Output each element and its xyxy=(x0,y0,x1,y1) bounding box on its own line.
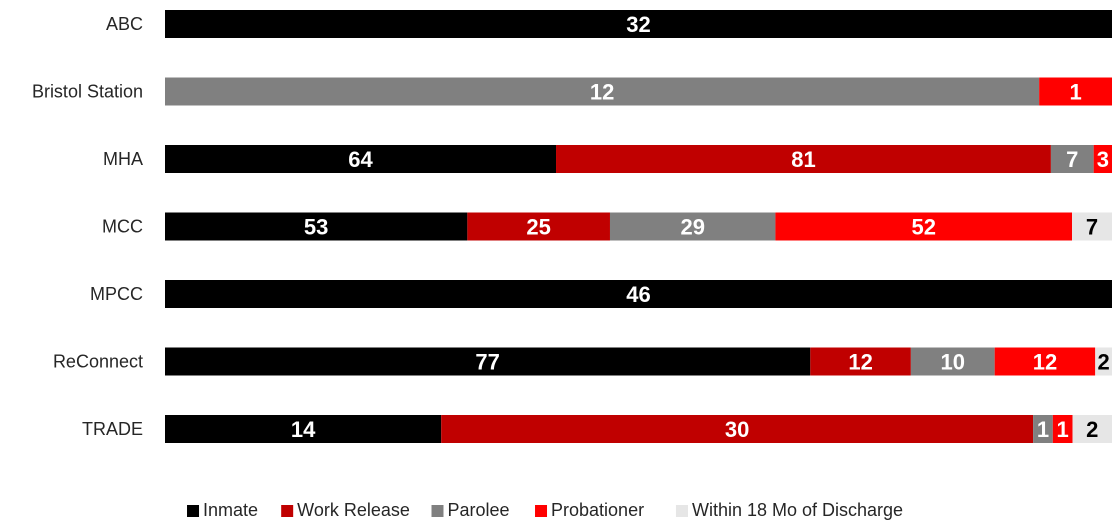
bar-segment xyxy=(467,212,610,241)
bar-segment xyxy=(994,347,1096,376)
bar-segment xyxy=(165,280,1112,308)
data-label: 14 xyxy=(291,417,316,442)
data-label: 77 xyxy=(475,350,499,375)
bar-segment xyxy=(165,145,557,173)
data-label: 3 xyxy=(1097,147,1109,172)
data-label: 29 xyxy=(680,215,704,240)
data-label: 2 xyxy=(1086,417,1098,442)
category-label: ReConnect xyxy=(53,352,143,372)
bar-segment xyxy=(810,347,911,376)
bar-segment xyxy=(775,212,1073,241)
data-label: 32 xyxy=(626,12,650,37)
legend-label: Within 18 Mo of Discharge xyxy=(692,500,903,520)
bar-segment xyxy=(1033,415,1053,443)
data-label: 12 xyxy=(848,350,872,375)
bar-segment xyxy=(1050,145,1094,173)
bar-segment xyxy=(1095,347,1112,376)
legend-swatch xyxy=(187,505,200,517)
bar-segment xyxy=(1039,77,1112,106)
bar-segment xyxy=(1052,415,1073,443)
category-label: TRADE xyxy=(82,419,143,439)
legend-swatch xyxy=(535,505,548,517)
data-label: 46 xyxy=(626,282,650,307)
bar-segment xyxy=(165,347,811,376)
data-label: 2 xyxy=(1097,350,1109,375)
data-label: 12 xyxy=(1033,350,1057,375)
category-labels: ABC Bristol Station MHA MCC MPCC ReConnect TRA… xyxy=(32,14,143,439)
data-label: 81 xyxy=(791,147,815,172)
data-label: 1 xyxy=(1037,417,1049,442)
data-label: 10 xyxy=(941,350,965,375)
legend-label: Parolee xyxy=(448,500,510,520)
bar-segment xyxy=(556,145,1051,173)
legend: Inmate Work Release Parolee Probationer With… xyxy=(187,500,903,520)
data-label: 30 xyxy=(725,417,749,442)
category-label: MHA xyxy=(103,149,143,169)
bar-segment xyxy=(165,415,442,443)
bar-segment xyxy=(165,10,1112,38)
bar-segment xyxy=(165,212,468,241)
bar-segment xyxy=(1093,145,1112,173)
data-label: 53 xyxy=(304,215,328,240)
category-label: MPCC xyxy=(90,284,143,304)
data-label: 1 xyxy=(1069,80,1081,105)
category-label: Bristol Station xyxy=(32,82,143,102)
bar-segment xyxy=(910,347,995,376)
legend-label: Inmate xyxy=(203,500,258,520)
data-label: 52 xyxy=(911,215,935,240)
data-label: 12 xyxy=(590,80,614,105)
legend-label: Probationer xyxy=(551,500,644,520)
category-label: ABC xyxy=(106,14,143,34)
data-label: 25 xyxy=(526,215,550,240)
legend-label: Work Release xyxy=(297,500,410,520)
data-label: 1 xyxy=(1057,417,1069,442)
bar-segment xyxy=(1072,415,1112,443)
bar-segment xyxy=(165,77,1040,106)
bar-segment xyxy=(441,415,1034,443)
legend-swatch xyxy=(675,505,688,517)
data-label: 7 xyxy=(1086,215,1098,240)
data-label: 64 xyxy=(348,147,373,172)
data-label: 7 xyxy=(1066,147,1078,172)
bar-segment xyxy=(1072,212,1112,241)
legend-swatch xyxy=(281,505,294,517)
category-label: MCC xyxy=(102,217,143,237)
bar-segment xyxy=(609,212,776,241)
legend-swatch xyxy=(431,505,444,517)
